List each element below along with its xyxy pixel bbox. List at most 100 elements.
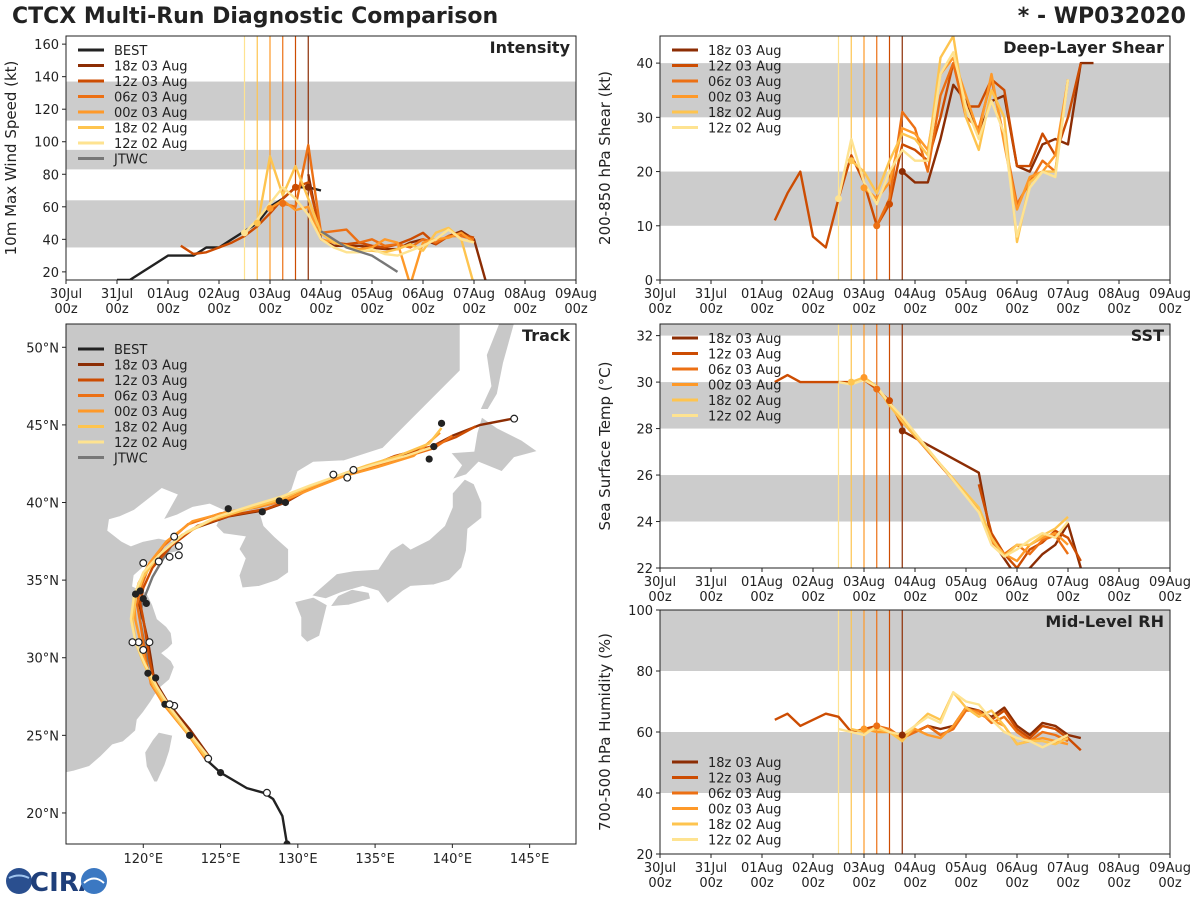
shear-init-marker: [898, 168, 906, 176]
sst-init-marker: [873, 385, 881, 393]
shear-xtick-label: 31Jul: [695, 287, 727, 302]
rh-xtick-label: 05Aug: [945, 861, 987, 876]
sst-xtick-label: 00z: [1005, 590, 1029, 605]
shear-xtick-label: 00z: [699, 302, 723, 317]
sst-xtick-label: 00z: [1107, 590, 1131, 605]
rh-xtick-label: 06Aug: [996, 861, 1038, 876]
intensity-xtick-label: 00z: [309, 302, 333, 317]
legend-label: 18z 02 Aug: [114, 122, 188, 137]
rh-ytick-label: 40: [636, 787, 653, 802]
intensity-ytick-label: 160: [34, 38, 59, 53]
shear-xtick-label: 04Aug: [894, 287, 936, 302]
track-marker-open: [128, 638, 137, 647]
sst-xtick-label: 01Aug: [741, 575, 783, 590]
rh-xtick-label: 02Aug: [792, 861, 834, 876]
rh-xtick-label: 03Aug: [843, 861, 885, 876]
land-hokkaido: [449, 416, 539, 480]
shear-xtick-label: 05Aug: [945, 287, 987, 302]
track-xtick-label: 140°E: [433, 852, 473, 867]
legend-label: 18z 02 Aug: [708, 818, 782, 833]
rh-xtick-label: 00z: [801, 876, 825, 891]
intensity-init-marker: [266, 204, 274, 212]
storm-id: * - WP032020: [1017, 4, 1186, 29]
sst-ytick-label: 22: [636, 562, 653, 577]
intensity-init-marker: [241, 229, 248, 237]
legend-label: 12z 03 Aug: [708, 60, 782, 75]
track-marker-open: [154, 557, 163, 566]
rh-band: [660, 610, 1170, 671]
track-ytick-label: 50°N: [26, 341, 59, 356]
sst-xtick-label: 00z: [954, 590, 978, 605]
rh-ytick-label: 20: [636, 848, 653, 863]
intensity-xtick-label: 30Jul: [50, 287, 82, 302]
intensity-band: [66, 81, 576, 121]
intensity-xtick-label: 00z: [513, 302, 537, 317]
intensity-xtick-label: 00z: [105, 302, 129, 317]
intensity-ytick-label: 80: [42, 168, 59, 183]
shear-band: [660, 63, 1170, 118]
track-xtick-label: 130°E: [278, 852, 318, 867]
track-title: Track: [522, 326, 570, 345]
shear-xtick-label: 02Aug: [792, 287, 834, 302]
intensity-ytick-label: 140: [34, 71, 59, 86]
land-honshu: [310, 478, 483, 604]
legend-label: 12z 03 Aug: [708, 772, 782, 787]
track-ytick-label: 40°N: [26, 497, 59, 512]
track-marker-filled: [224, 505, 232, 513]
sst-xtick-label: 00z: [852, 590, 876, 605]
track-axes-frame: [65, 323, 577, 845]
intensity-ytick-label: 120: [34, 103, 59, 118]
intensity-init-marker: [253, 219, 261, 227]
track-marker-open: [165, 700, 174, 709]
shear-xtick-label: 00z: [954, 302, 978, 317]
sst-xtick-label: 04Aug: [894, 575, 936, 590]
legend-label: 06z 03 Aug: [708, 363, 782, 378]
rh-ytick-label: 60: [636, 726, 653, 741]
intensity-title: Intensity: [490, 38, 571, 57]
legend-label: 06z 03 Aug: [114, 91, 188, 106]
legend-label: 12z 02 Aug: [708, 410, 782, 425]
intensity-ytick-label: 60: [42, 201, 59, 216]
shear-xtick-label: 00z: [1107, 302, 1131, 317]
track-marker-filled: [281, 498, 290, 507]
shear-xtick-label: 08Aug: [1098, 287, 1140, 302]
csu-globe-icon: [81, 868, 107, 894]
track-marker-open: [349, 465, 358, 474]
shear-xtick-label: 00z: [750, 302, 774, 317]
sst-ytick-label: 32: [636, 330, 653, 345]
track-marker-open: [165, 552, 174, 561]
rh-plot-area: [660, 610, 1170, 854]
track-marker-filled: [216, 768, 225, 777]
rh-xtick-label: 00z: [750, 876, 774, 891]
rh-xtick-label: 00z: [1107, 876, 1131, 891]
track-marker-filled: [144, 669, 152, 677]
intensity-init-marker: [279, 200, 287, 208]
sst-init-marker: [898, 427, 906, 435]
track-marker-filled: [258, 508, 266, 516]
intensity-xtick-label: 09Aug: [555, 287, 597, 302]
shear-plot-area: [660, 36, 1170, 280]
intensity-xtick-label: 31Jul: [101, 287, 133, 302]
sst-ylabel: Sea Surface Temp (°C): [596, 361, 614, 530]
rh-xtick-label: 00z: [903, 876, 927, 891]
sst-xtick-label: 09Aug: [1149, 575, 1191, 590]
land-shikoku: [329, 588, 371, 607]
shear-series-line: [863, 56, 1070, 211]
rh-xtick-label: 00z: [852, 876, 876, 891]
intensity-xtick-label: 00z: [54, 302, 78, 317]
legend-label: 12z 03 Aug: [708, 348, 782, 363]
track-marker-open: [170, 532, 179, 541]
shear-ylabel: 200-850 hPa Shear (kt): [596, 71, 614, 245]
shear-xtick-label: 00z: [1056, 302, 1080, 317]
track-marker-filled: [131, 590, 140, 598]
shear-xtick-label: 00z: [852, 302, 876, 317]
shear-band: [660, 171, 1170, 226]
shear-init-marker: [860, 184, 868, 192]
legend-label: 00z 03 Aug: [114, 106, 188, 121]
sst-xtick-label: 00z: [1056, 590, 1080, 605]
rh-xtick-label: 01Aug: [741, 861, 783, 876]
rh-xtick-label: 00z: [954, 876, 978, 891]
sst-band: [660, 382, 1170, 429]
intensity-xtick-label: 01Aug: [147, 287, 189, 302]
shear-xtick-label: 03Aug: [843, 287, 885, 302]
